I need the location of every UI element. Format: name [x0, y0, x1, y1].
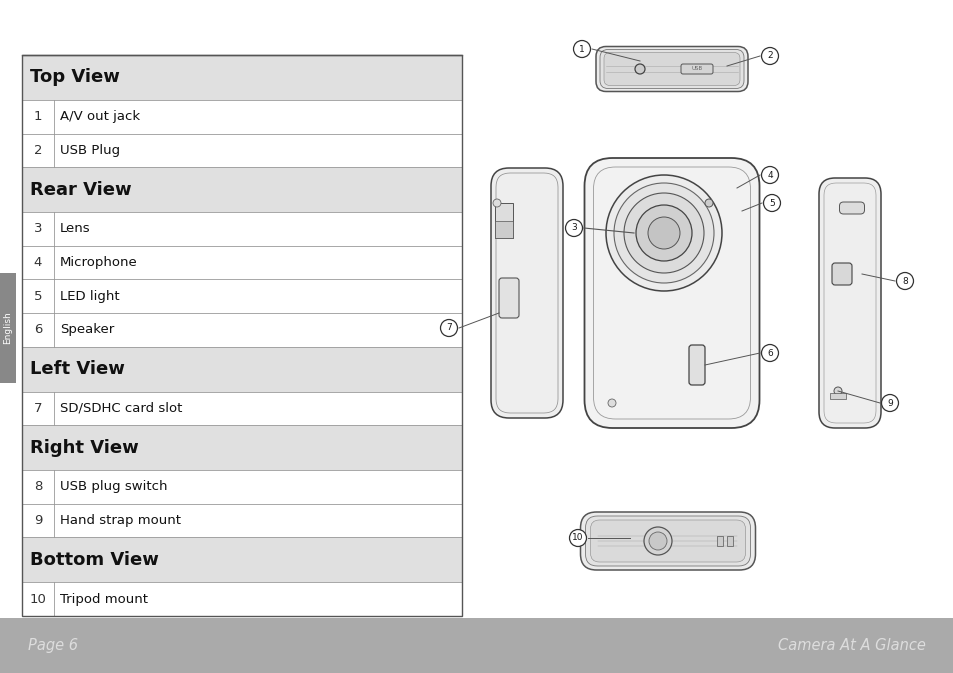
Bar	[22, 425, 461, 470]
Circle shape	[704, 199, 712, 207]
Circle shape	[565, 219, 582, 236]
Bar	[22, 538, 461, 582]
Circle shape	[833, 387, 841, 395]
Circle shape	[607, 399, 616, 407]
Circle shape	[760, 48, 778, 65]
Text: 5: 5	[768, 199, 774, 207]
Text: Lens: Lens	[60, 222, 91, 236]
FancyBboxPatch shape	[584, 158, 759, 428]
FancyBboxPatch shape	[491, 168, 562, 418]
Text: Left View: Left View	[30, 360, 125, 378]
Circle shape	[643, 527, 671, 555]
Bar	[22, 246, 461, 279]
Bar	[495, 203, 513, 238]
Text: Microphone: Microphone	[60, 256, 137, 269]
Text: 7: 7	[33, 402, 42, 415]
Text: 1: 1	[33, 110, 42, 123]
Text: Hand strap mount: Hand strap mount	[60, 514, 181, 527]
Circle shape	[573, 40, 590, 57]
FancyBboxPatch shape	[579, 512, 755, 570]
Text: 7: 7	[446, 324, 452, 332]
Circle shape	[623, 193, 703, 273]
Text: 5: 5	[33, 290, 42, 303]
FancyBboxPatch shape	[585, 516, 750, 566]
Circle shape	[635, 64, 644, 74]
Bar	[22, 55, 461, 616]
FancyBboxPatch shape	[590, 520, 744, 562]
Circle shape	[896, 273, 913, 289]
Text: 8: 8	[902, 277, 907, 285]
Bar	[717, 536, 722, 546]
Bar	[22, 347, 461, 392]
Bar	[22, 212, 461, 246]
Text: 6: 6	[33, 324, 42, 336]
Text: SD/SDHC card slot: SD/SDHC card slot	[60, 402, 182, 415]
Circle shape	[569, 530, 586, 546]
Bar	[829, 393, 845, 399]
Text: USB: USB	[691, 67, 701, 71]
Bar	[22, 470, 461, 504]
Bar	[726, 536, 732, 546]
Circle shape	[647, 217, 679, 249]
Bar	[0, 273, 16, 383]
Bar	[22, 279, 461, 313]
Text: Camera At A Glance: Camera At A Glance	[778, 638, 925, 653]
Text: 9: 9	[33, 514, 42, 527]
Circle shape	[614, 183, 713, 283]
Bar	[0, 618, 953, 673]
Text: 10: 10	[572, 534, 583, 542]
Circle shape	[760, 166, 778, 184]
FancyBboxPatch shape	[603, 52, 740, 85]
Text: Right View: Right View	[30, 439, 138, 457]
Text: 4: 4	[766, 170, 772, 180]
Text: 9: 9	[886, 398, 892, 407]
Circle shape	[648, 532, 666, 550]
Text: LED light: LED light	[60, 290, 119, 303]
Text: 2: 2	[766, 52, 772, 61]
FancyBboxPatch shape	[831, 263, 851, 285]
FancyBboxPatch shape	[596, 46, 747, 92]
Text: 6: 6	[766, 349, 772, 357]
Text: 3: 3	[571, 223, 577, 232]
Text: 1: 1	[578, 44, 584, 53]
Circle shape	[605, 175, 721, 291]
Text: English: English	[4, 312, 12, 345]
Text: USB plug switch: USB plug switch	[60, 481, 168, 493]
Circle shape	[493, 199, 500, 207]
Circle shape	[762, 194, 780, 211]
Text: 10: 10	[30, 593, 47, 606]
Text: USB Plug: USB Plug	[60, 144, 120, 157]
Bar	[495, 221, 513, 238]
Text: 3: 3	[33, 222, 42, 236]
Bar	[22, 55, 461, 100]
Text: 4: 4	[33, 256, 42, 269]
FancyBboxPatch shape	[498, 278, 518, 318]
Bar	[22, 133, 461, 167]
Bar	[22, 100, 461, 133]
FancyBboxPatch shape	[599, 50, 743, 89]
Bar	[22, 582, 461, 616]
Text: Tripod mount: Tripod mount	[60, 593, 148, 606]
Text: 8: 8	[33, 481, 42, 493]
Circle shape	[760, 345, 778, 361]
FancyBboxPatch shape	[680, 64, 712, 74]
Bar	[22, 504, 461, 538]
Text: Top View: Top View	[30, 69, 120, 86]
Bar	[22, 167, 461, 212]
Text: A/V out jack: A/V out jack	[60, 110, 140, 123]
Circle shape	[881, 394, 898, 411]
Circle shape	[440, 320, 457, 336]
Text: Rear View: Rear View	[30, 180, 132, 199]
FancyBboxPatch shape	[818, 178, 880, 428]
FancyBboxPatch shape	[839, 202, 863, 214]
FancyBboxPatch shape	[688, 345, 704, 385]
Text: Bottom View: Bottom View	[30, 551, 159, 569]
Text: Speaker: Speaker	[60, 324, 114, 336]
Circle shape	[636, 205, 691, 261]
Text: 2: 2	[33, 144, 42, 157]
Text: Page 6: Page 6	[28, 638, 78, 653]
Bar	[22, 392, 461, 425]
Bar	[22, 313, 461, 347]
